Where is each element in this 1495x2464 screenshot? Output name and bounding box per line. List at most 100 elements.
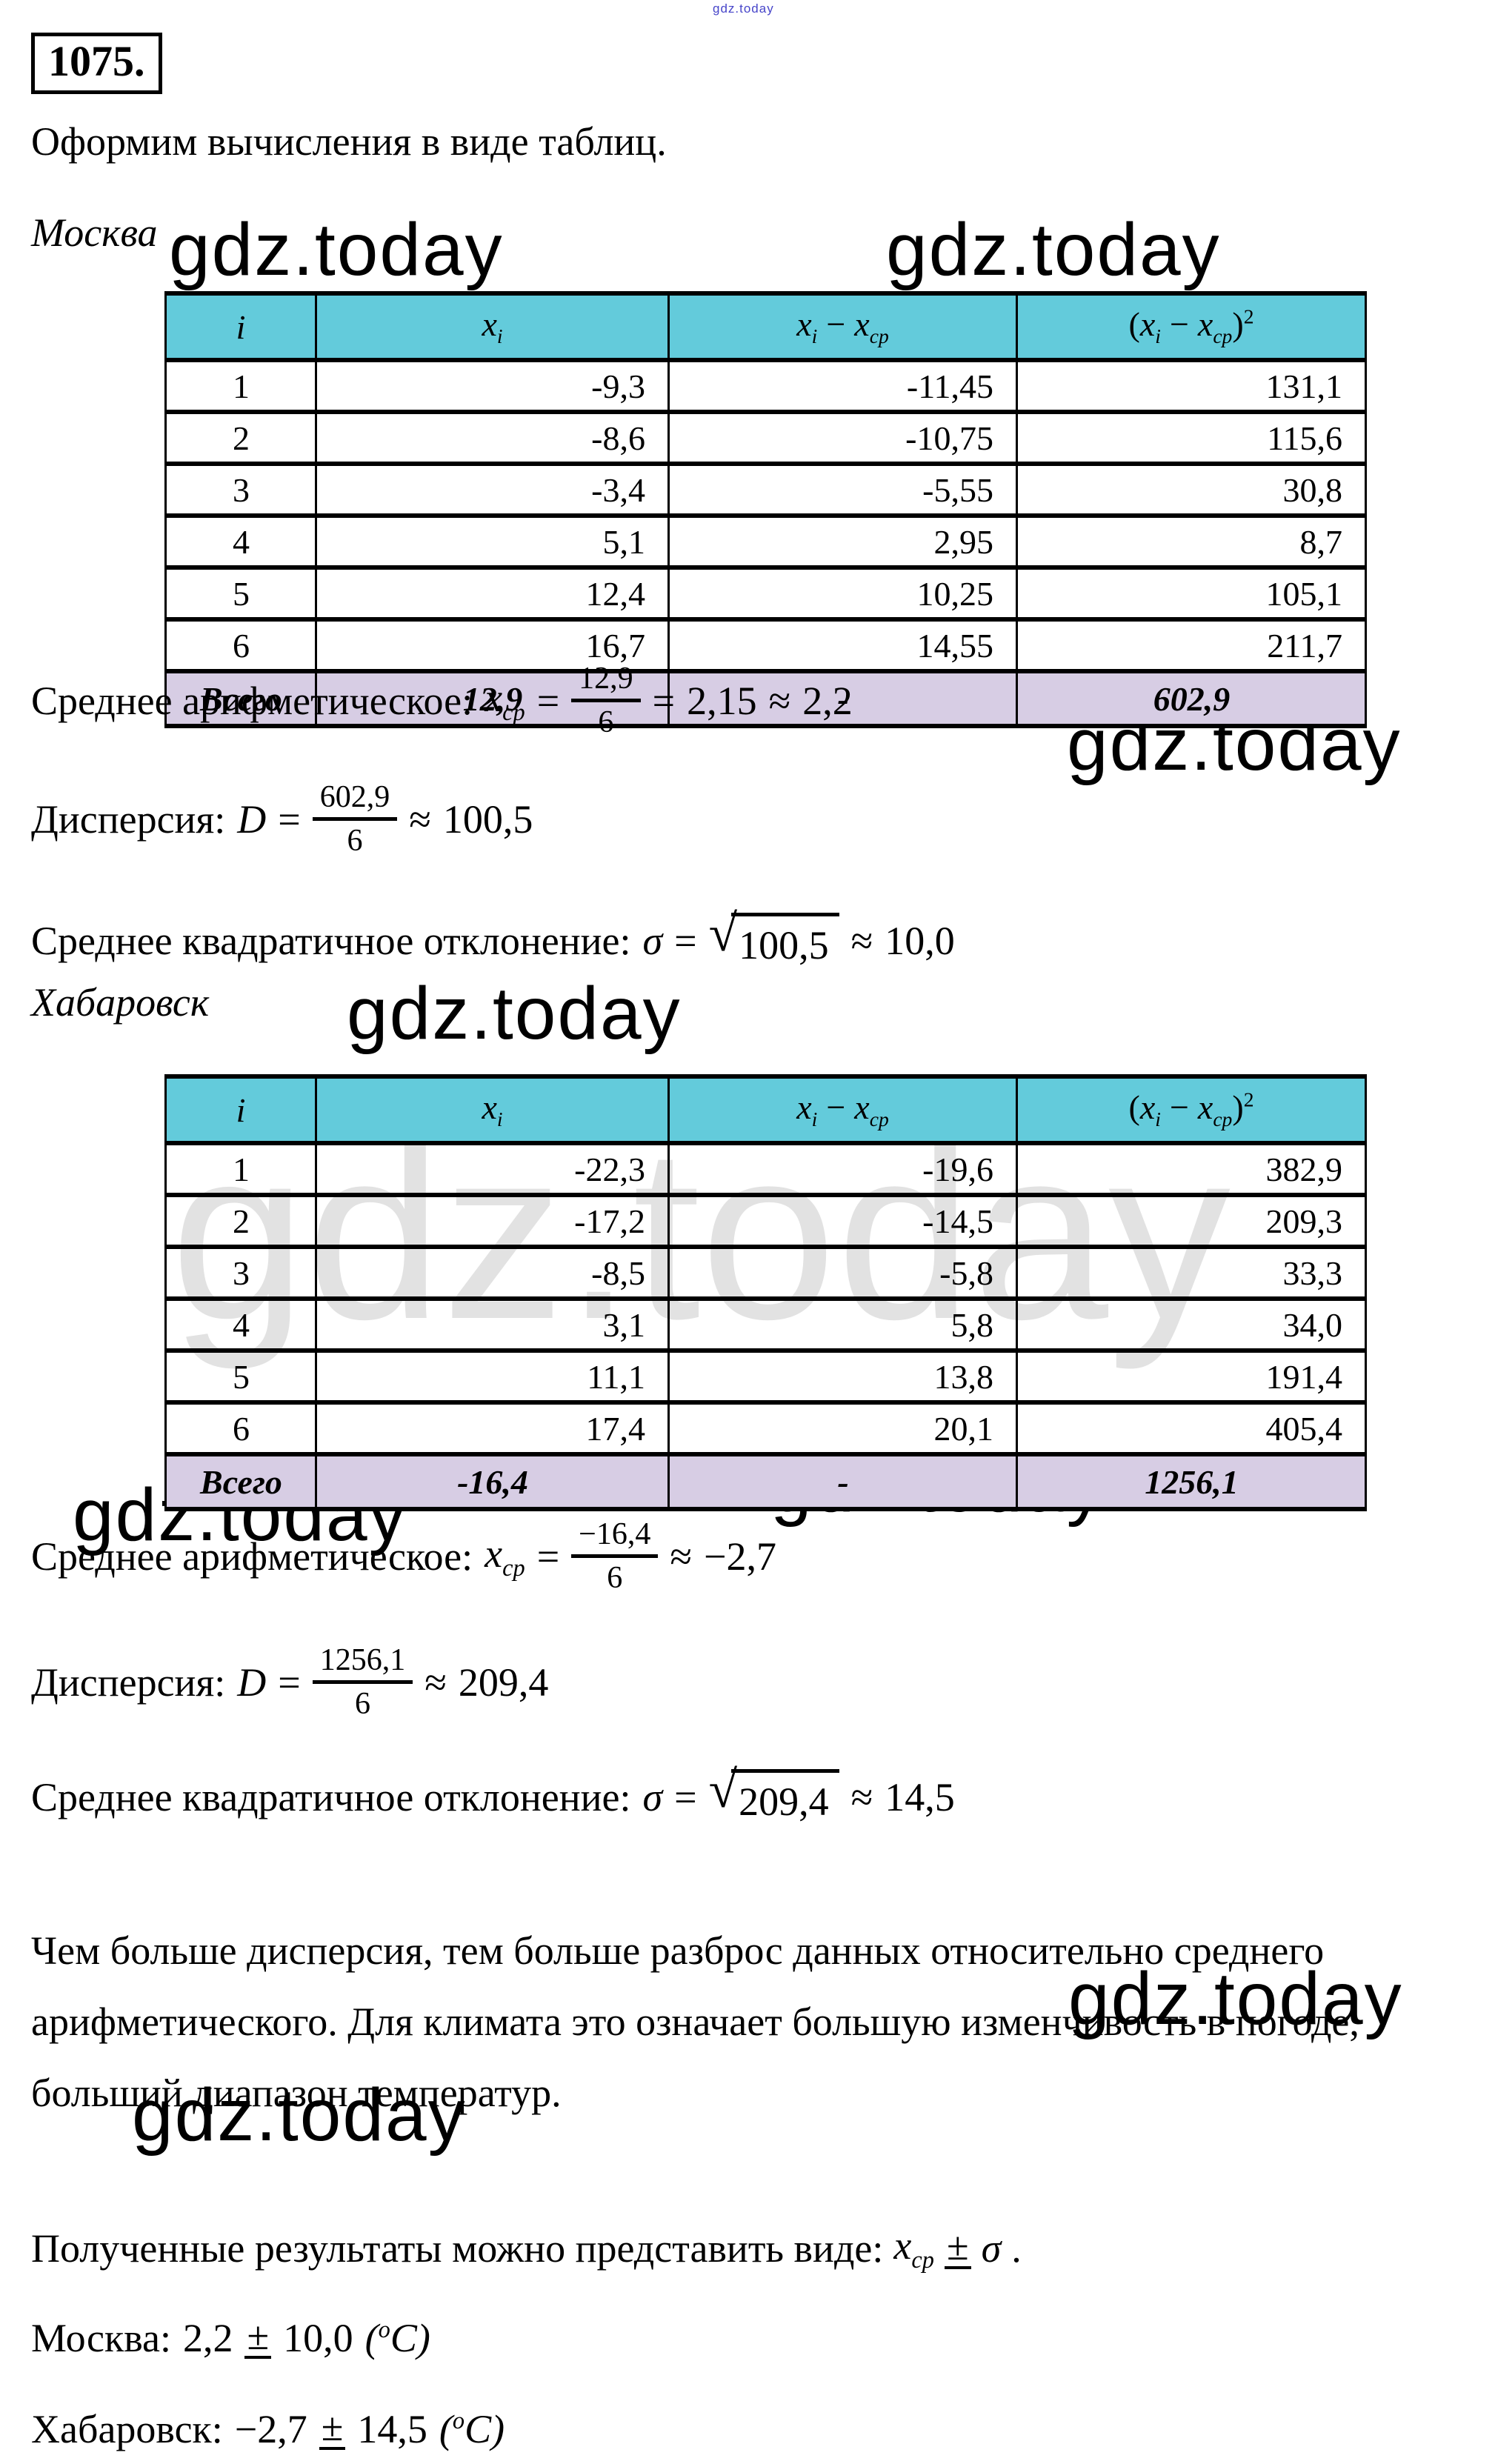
cell-xi: -17,2 — [315, 1193, 670, 1249]
table-row: 6 16,7 14,55 211,7 — [164, 617, 1367, 673]
period: . — [1011, 2225, 1022, 2271]
conclusion-line: Чем больше дисперсия, тем больше разброс… — [31, 1928, 1325, 1973]
cell-xi: -8,5 — [315, 1245, 670, 1301]
equals-sign: = — [536, 1534, 560, 1579]
khabarovsk-sigma-formula: Среднее квадратичное отклонение: σ = √ 20… — [31, 1764, 955, 1825]
cell-dev2: 191,4 — [1016, 1348, 1367, 1405]
sigma-value: 14,5 — [885, 1774, 955, 1819]
formula-label: Среднее квадратичное отклонение: — [31, 1774, 631, 1819]
khabarovsk-dispersion-formula: Дисперсия: D = 1256,1 6 ≈ 209,4 — [31, 1643, 548, 1721]
col-header-xi: xi — [315, 1074, 670, 1145]
approx-sign: ≈ — [670, 1534, 692, 1579]
cell-dev2: 105,1 — [1016, 565, 1367, 622]
result-mean: −2,7 — [234, 2407, 307, 2451]
table-row: 1 -9,3 -11,45 131,1 — [164, 358, 1367, 414]
equals-sign: = — [278, 796, 301, 842]
col-header-deviation: xi − xcp — [667, 1074, 1018, 1145]
cell-dev: 14,55 — [667, 617, 1018, 673]
cell-xi: -8,6 — [315, 410, 670, 466]
total-dev2: 602,9 — [1016, 669, 1367, 728]
moscow-table: i xi xi − xcp (xi − xcp)2 1 -9,3 -11,45 131,1 2… — [164, 291, 1367, 728]
mean-exact: 2,15 — [687, 678, 757, 723]
col-header-i: i — [164, 291, 317, 362]
sigma-value: 10,0 — [885, 918, 955, 963]
formula-label: Среднее арифметическое: — [31, 678, 473, 723]
total-row: Всего -16,4-1256,1 — [164, 1452, 1367, 1511]
cell-dev2: 209,3 — [1016, 1193, 1367, 1249]
sigma-var: σ — [981, 2225, 1002, 2271]
table-row: 4 5,1 2,95 8,7 — [164, 513, 1367, 570]
table-row: 3 -3,4 -5,55 30,8 — [164, 462, 1367, 518]
col-header-deviation-squared: (xi − xcp)2 — [1016, 1074, 1367, 1145]
formula-label: Среднее квадратичное отклонение: — [31, 918, 631, 963]
total-xi: -16,4 — [315, 1452, 670, 1511]
table-row: 3 -8,5 -5,8 33,3 — [164, 1245, 1367, 1301]
plus-minus-sign: ± — [319, 2407, 346, 2450]
cell-xi: 3,1 — [315, 1296, 670, 1353]
col-header-xi: xi — [315, 291, 670, 362]
unit-celsius: (oC) — [364, 2316, 430, 2360]
cell-i: 1 — [164, 1141, 317, 1197]
mean-rounded: −2,7 — [703, 1534, 776, 1579]
total-dev: - — [667, 669, 1018, 728]
result-city-label: Хабаровск: — [31, 2407, 223, 2451]
d-var: D — [237, 796, 267, 842]
cell-dev2: 115,6 — [1016, 410, 1367, 466]
cell-dev2: 8,7 — [1016, 513, 1367, 570]
equals-sign: = — [674, 1774, 697, 1819]
formula-label: Дисперсия: — [31, 796, 226, 842]
cell-i: 5 — [164, 1348, 317, 1405]
result-deviation: 10,0 — [283, 2316, 353, 2360]
conclusion-line: больший диапазон температур. — [31, 2071, 562, 2115]
dispersion-value: 209,4 — [458, 1659, 549, 1705]
square-root: √ 209,4 — [709, 1764, 839, 1825]
dispersion-value: 100,5 — [442, 796, 533, 842]
plus-minus-sign: ± — [244, 2316, 272, 2359]
square-root: √ 100,5 — [709, 908, 839, 968]
problem-number: 1075. — [48, 37, 145, 85]
cell-dev2: 211,7 — [1016, 617, 1367, 673]
cell-dev: 5,8 — [667, 1296, 1018, 1353]
cell-i: 1 — [164, 358, 317, 414]
approx-sign: ≈ — [768, 678, 791, 723]
result-city-label: Москва: — [31, 2316, 171, 2360]
table-row: 1 -22,3 -19,6 382,9 — [164, 1141, 1367, 1197]
x-cp-var: xcp — [485, 675, 525, 726]
cell-xi: -9,3 — [315, 358, 670, 414]
moscow-dispersion-formula: Дисперсия: D = 602,9 6 ≈ 100,5 — [31, 780, 533, 858]
x-cp-var: xcp — [893, 2223, 934, 2274]
watermark: gdz.today — [169, 208, 504, 291]
cell-i: 5 — [164, 565, 317, 622]
watermark: gdz.today — [347, 972, 682, 1055]
approx-sign: ≈ — [424, 1659, 447, 1705]
cell-xi: 17,4 — [315, 1400, 670, 1456]
approx-sign: ≈ — [850, 918, 873, 963]
khabarovsk-table: i xi xi − xcp (xi − xcp)2 1 -22,3 -19,6 382,9 2… — [164, 1074, 1367, 1511]
cell-i: 4 — [164, 513, 317, 570]
equals-sign: = — [674, 918, 697, 963]
equals-sign: = — [278, 1659, 301, 1705]
table-row: 6 17,4 20,1 405,4 — [164, 1400, 1367, 1456]
x-cp-var: xcp — [485, 1531, 525, 1582]
cell-xi: 16,7 — [315, 617, 670, 673]
mean-rounded: 2,2 — [802, 678, 853, 723]
cell-xi: 12,4 — [315, 565, 670, 622]
cell-dev2: 30,8 — [1016, 462, 1367, 518]
col-header-deviation-squared: (xi − xcp)2 — [1016, 291, 1367, 362]
table-row: 2 -8,6 -10,75 115,6 — [164, 410, 1367, 466]
cell-xi: 5,1 — [315, 513, 670, 570]
unit-celsius: (oC) — [439, 2407, 505, 2451]
city-label-moscow: Москва — [31, 210, 158, 255]
cell-dev: -11,45 — [667, 358, 1018, 414]
fraction: 1256,1 6 — [312, 1643, 413, 1721]
cell-i: 2 — [164, 410, 317, 466]
intro-text: Оформим вычисления в виде таблиц. — [31, 119, 667, 164]
fraction: −16,4 6 — [571, 1517, 659, 1595]
result-mean: 2,2 — [182, 2316, 233, 2360]
cell-dev: 20,1 — [667, 1400, 1018, 1456]
cell-dev2: 34,0 — [1016, 1296, 1367, 1353]
cell-dev2: 131,1 — [1016, 358, 1367, 414]
cell-dev2: 405,4 — [1016, 1400, 1367, 1456]
khabarovsk-mean-formula: Среднее арифметическое: xcp = −16,4 6 ≈ −… — [31, 1517, 776, 1595]
